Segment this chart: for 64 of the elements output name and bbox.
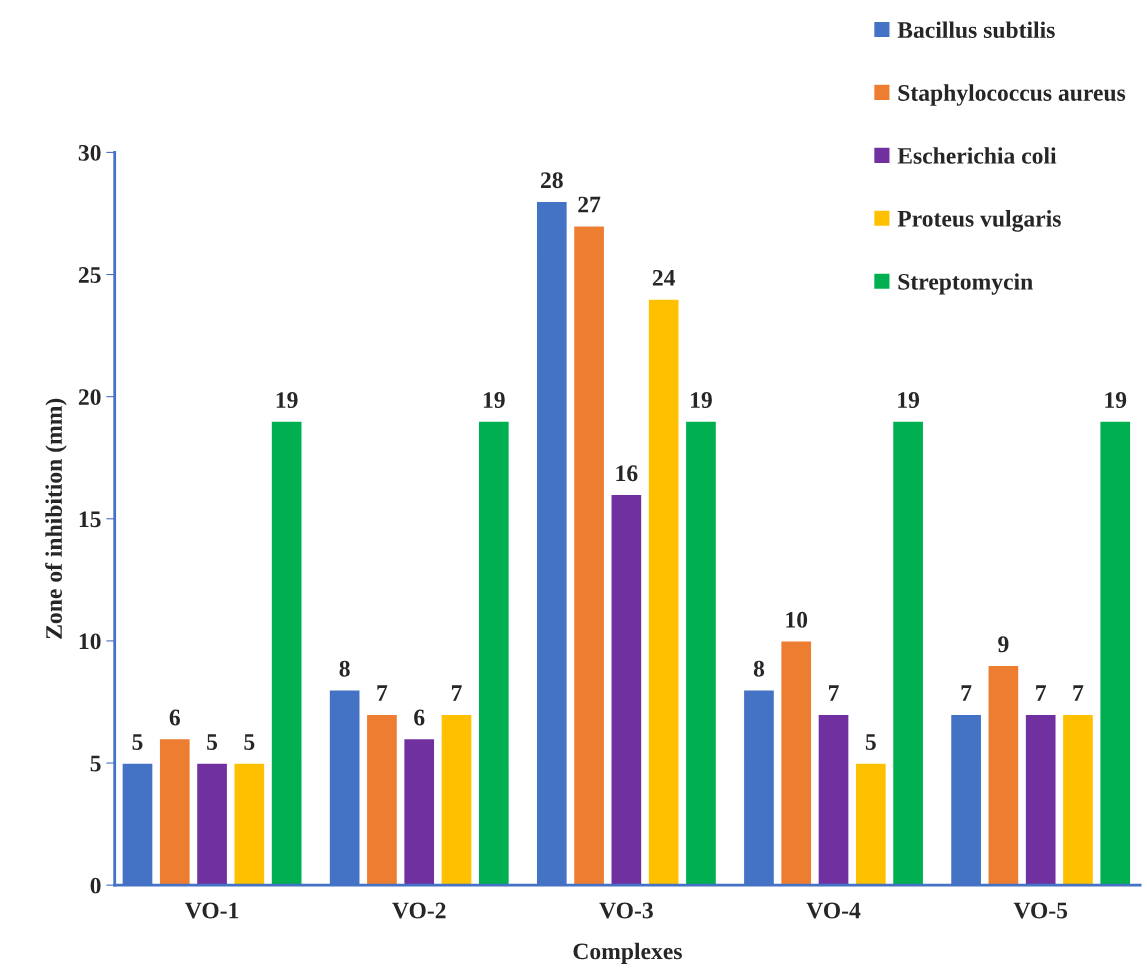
bar <box>780 640 813 886</box>
bar <box>1061 713 1095 886</box>
y-tick-label: 0 <box>90 877 101 894</box>
data-label: 6 <box>414 709 425 726</box>
data-label: 27 <box>578 196 601 213</box>
y-tick-label: 15 <box>79 511 101 528</box>
x-tick-label: VO-1 <box>185 902 239 919</box>
data-label: 7 <box>377 685 388 701</box>
data-label: 5 <box>244 734 255 750</box>
data-label: 5 <box>865 734 876 750</box>
x-axis-title: Complexes <box>573 942 682 965</box>
data-label: 7 <box>451 685 462 701</box>
bar <box>195 762 229 886</box>
bar <box>647 298 680 886</box>
data-label: 19 <box>898 392 920 408</box>
data-label: 24 <box>652 269 676 286</box>
bar <box>158 737 192 886</box>
data-label: 19 <box>1105 392 1127 408</box>
bar <box>365 713 399 886</box>
data-label: 10 <box>786 611 808 628</box>
bar <box>987 664 1020 886</box>
bar <box>477 420 511 886</box>
bar <box>891 420 925 886</box>
data-label: 28 <box>540 172 563 189</box>
bar <box>233 762 266 886</box>
bar <box>572 224 606 886</box>
data-label: 16 <box>616 465 638 482</box>
x-tick-label: VO-5 <box>1013 902 1068 919</box>
y-tick-label: 10 <box>79 633 101 650</box>
bar <box>440 713 473 886</box>
data-label: 7 <box>961 685 972 701</box>
data-label: 19 <box>483 392 505 408</box>
legend-label: Staphylococcus aureus <box>898 84 1126 106</box>
bar <box>854 762 888 886</box>
y-tick-label: 5 <box>90 755 101 772</box>
y-tick-label: 30 <box>78 144 101 161</box>
x-tick-label: VO-2 <box>392 902 446 919</box>
bar <box>610 493 643 886</box>
bar <box>684 420 718 886</box>
data-label: 19 <box>691 392 712 408</box>
bar <box>1099 420 1132 886</box>
legend-label: Proteus vulgaris <box>897 210 1061 232</box>
data-label: 7 <box>828 685 839 701</box>
bar <box>1024 713 1057 886</box>
data-label: 7 <box>1036 685 1047 701</box>
legend-label: Bacillus subtilis <box>897 21 1055 39</box>
x-tick-label: VO-3 <box>599 902 653 919</box>
bar <box>817 713 850 886</box>
y-tick-label: 20 <box>78 389 101 406</box>
y-axis-title: Zone of inhibition (mm) <box>45 398 67 639</box>
x-tick-label: VO-4 <box>806 902 861 919</box>
data-label: 7 <box>1073 685 1084 701</box>
data-label: 6 <box>169 709 180 726</box>
data-label: 19 <box>276 392 298 408</box>
legend-label: Escherichia coli <box>897 147 1057 164</box>
data-label: 5 <box>132 734 143 750</box>
data-label: 5 <box>207 734 218 750</box>
y-tick-label: 25 <box>78 267 101 283</box>
data-label: 9 <box>998 636 1009 653</box>
legend-label: Streptomycin <box>898 273 1033 295</box>
data-label: 8 <box>753 660 765 677</box>
data-label: 8 <box>339 660 350 677</box>
bar <box>402 737 436 886</box>
bar <box>270 420 303 886</box>
